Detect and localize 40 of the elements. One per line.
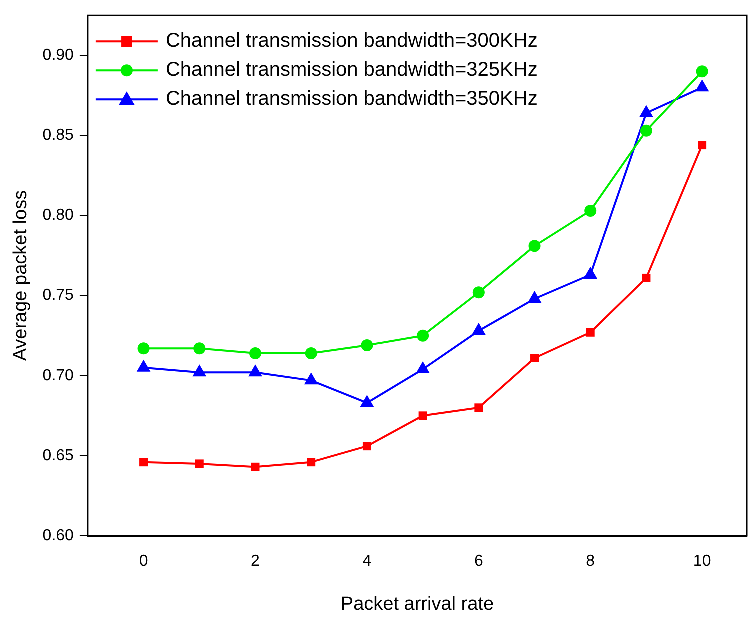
point — [195, 460, 204, 468]
point — [194, 342, 206, 355]
point — [530, 354, 540, 363]
y-tick-label: 0.60 — [42, 527, 74, 544]
x-tick-label: 2 — [251, 553, 260, 570]
y-tick-label: 0.70 — [42, 367, 74, 384]
x-tick-label: 4 — [362, 553, 372, 570]
point — [696, 66, 708, 78]
point — [251, 462, 260, 472]
y-tick-label: 0.65 — [42, 447, 74, 464]
legend-label: Channel transmission bandwidth=300KHz — [166, 30, 538, 52]
point — [640, 124, 652, 137]
x-tick-label: 10 — [693, 553, 712, 570]
point — [417, 330, 430, 342]
point — [698, 141, 707, 150]
legend-label: Channel transmission bandwidth=350KHz — [166, 88, 538, 110]
point — [307, 458, 316, 467]
point — [474, 404, 484, 412]
point — [584, 204, 597, 217]
point — [305, 347, 318, 360]
point — [642, 274, 651, 282]
point — [418, 412, 428, 420]
x-tick-label: 0 — [139, 553, 148, 570]
point — [528, 240, 541, 252]
x-axis-title: Packet arrival rate — [340, 594, 494, 615]
y-tick-label: 0.90 — [42, 47, 74, 64]
legend-label: Channel transmission bandwidth=325KHz — [166, 59, 538, 82]
y-axis-title: Average packet loss — [10, 190, 32, 362]
y-tick-label: 0.75 — [42, 287, 74, 304]
point — [140, 458, 148, 467]
point — [250, 347, 262, 360]
x-tick-label: 6 — [474, 553, 484, 570]
x-tick-label: 8 — [586, 553, 596, 570]
y-tick-label: 0.80 — [42, 207, 74, 224]
point — [586, 328, 595, 337]
point — [361, 339, 374, 352]
point — [472, 286, 485, 299]
point — [138, 342, 150, 355]
point — [362, 442, 372, 451]
y-tick-label: 0.85 — [42, 127, 74, 144]
